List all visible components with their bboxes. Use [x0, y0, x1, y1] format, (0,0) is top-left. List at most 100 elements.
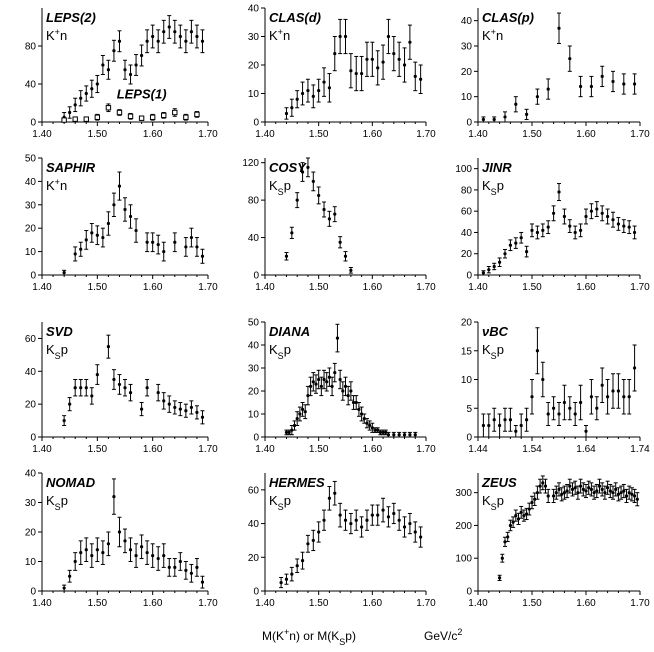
y-tick-label: 0 [253, 118, 259, 129]
x-tick-label: 1.60 [363, 598, 383, 609]
data-point [95, 372, 99, 377]
data-point [95, 548, 99, 552]
data-point [317, 377, 321, 382]
channel-label: KSp [269, 178, 291, 197]
x-tick-label: 1.40 [32, 282, 52, 293]
y-tick-label: 10 [25, 247, 37, 258]
data-point [62, 271, 66, 275]
data-point [508, 243, 512, 247]
data-point [311, 179, 315, 183]
data-point [333, 212, 337, 216]
data-point [376, 513, 380, 517]
data-point [173, 30, 177, 34]
data-point [290, 428, 294, 432]
panel-nomad: 0 10 20 30 40 1.40 1.50 1.60 1.70 NOMAD KSp [25, 469, 218, 610]
data-point [128, 214, 133, 219]
data-point [346, 394, 350, 398]
y-tick-label: 80 [248, 196, 260, 207]
data-point [498, 423, 502, 428]
x-tick-label: 1.60 [363, 282, 383, 293]
y-tick-label: 10 [461, 92, 473, 103]
data-point [543, 484, 548, 488]
data-point [386, 433, 391, 437]
data-point [284, 111, 289, 116]
data-point [616, 492, 621, 496]
data-point [106, 221, 110, 226]
x-tick-label: 1.40 [468, 129, 488, 140]
data-point [562, 491, 567, 495]
data-point [354, 518, 358, 522]
x-tick-label: 1.74 [630, 444, 650, 455]
experiment-label: DIANA [269, 324, 310, 339]
data-point [633, 82, 637, 86]
x-tick-label: 1.60 [143, 444, 163, 455]
data-point [611, 389, 615, 393]
data-point [492, 418, 496, 422]
data-point [386, 515, 391, 519]
y-tick-label: 0 [30, 118, 36, 129]
data-point [167, 402, 171, 406]
data-point [546, 87, 550, 91]
data-point [68, 574, 72, 578]
y-tick-label: 20 [461, 67, 473, 78]
y-tick-label: 30 [248, 364, 260, 375]
data-point [322, 80, 326, 84]
data-point [624, 494, 629, 498]
data-point [134, 228, 138, 233]
y-tick-label: 20 [25, 528, 37, 539]
data-point [635, 497, 639, 501]
data-point [530, 500, 534, 505]
x-tick-label: 1.60 [576, 129, 596, 140]
data-point [306, 89, 310, 93]
data-point [162, 250, 166, 254]
x-tick-label: 1.50 [309, 444, 329, 455]
data-point [84, 548, 88, 552]
data-point [538, 484, 542, 488]
data-point [330, 384, 334, 388]
data-point [284, 577, 289, 581]
y-tick-label: 15 [461, 346, 473, 357]
data-point [290, 231, 294, 235]
x-tick-label: 1.70 [198, 598, 218, 609]
data-point [300, 91, 305, 96]
data-point [173, 565, 177, 570]
x-tick-label: 1.60 [363, 444, 383, 455]
data-point [402, 63, 407, 67]
channel-label: KSp [482, 493, 504, 512]
data-point [535, 230, 540, 235]
data-point [279, 580, 283, 585]
data-point [525, 418, 529, 422]
data-point [622, 224, 626, 228]
data-point [145, 551, 149, 555]
data-point [200, 580, 205, 584]
data-point [402, 433, 407, 437]
data-point [62, 418, 66, 423]
y-tick-label: 40 [248, 233, 260, 244]
experiment-label: ZEUS [481, 475, 517, 490]
data-point [506, 535, 510, 539]
data-point [311, 538, 315, 543]
y-tick-label: 40 [248, 341, 260, 352]
data-point [373, 428, 377, 432]
data-point [557, 487, 561, 491]
data-point [156, 242, 160, 247]
data-point [503, 252, 507, 256]
experiment-label: SAPHIR [46, 160, 96, 175]
experiment-label: JINR [482, 160, 512, 175]
data-point [184, 568, 188, 572]
data-point [317, 193, 321, 198]
data-point [134, 554, 138, 558]
data-point [90, 231, 94, 235]
data-point [354, 400, 358, 405]
y-tick-label: 0 [466, 433, 472, 444]
data-point [112, 495, 116, 499]
data-point [579, 400, 583, 405]
data-point [327, 496, 331, 500]
y-tick-label: 100 [455, 554, 472, 565]
data-point [413, 530, 417, 534]
data-point [487, 423, 491, 428]
x-tick-label: 1.40 [255, 282, 275, 293]
y-tick-label: 0 [30, 433, 36, 444]
data-point [579, 484, 583, 488]
data-point [189, 30, 193, 34]
